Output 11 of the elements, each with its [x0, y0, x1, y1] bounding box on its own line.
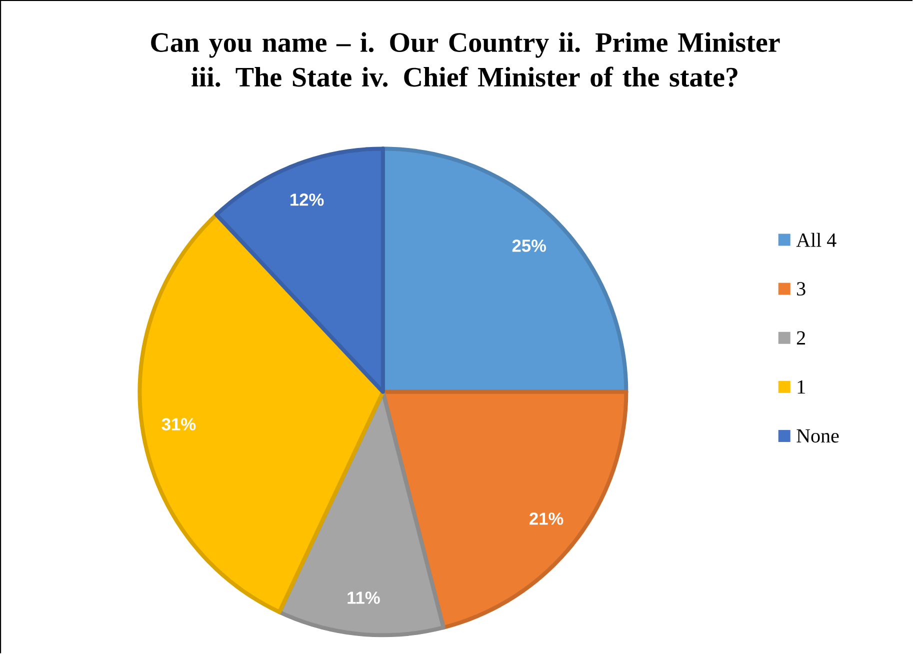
- chart-title: Can you name – i. Our Country ii. Prime Minister iii. The State iv. Chief Minister of the state?: [151, 32, 780, 87]
- data-label: 25%: [512, 240, 546, 252]
- legend-label: 3: [797, 282, 806, 296]
- legend-label: All 4: [796, 232, 836, 247]
- data-label: 31%: [162, 418, 196, 431]
- legend-label: 1: [798, 380, 805, 394]
- data-label: 21%: [530, 512, 564, 525]
- legend-label: None: [796, 429, 839, 443]
- data-label: 11%: [348, 592, 380, 604]
- legend-label: 2: [796, 331, 805, 345]
- data-label: 12%: [290, 194, 324, 206]
